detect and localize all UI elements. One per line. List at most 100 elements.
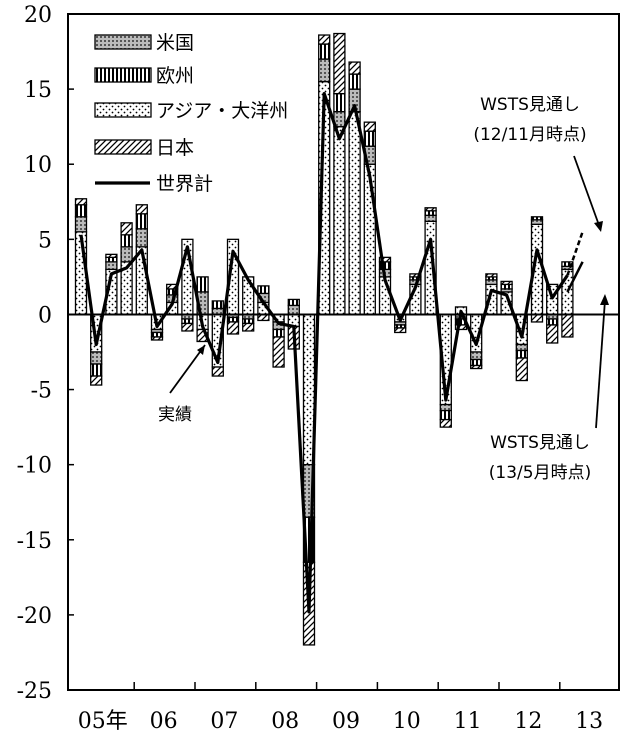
bar-jp-10Q1 xyxy=(378,256,392,263)
bar-eu-08Q3 xyxy=(287,298,300,307)
bar-us-05Q1 xyxy=(74,216,88,233)
bar-us-11Q1 xyxy=(439,403,452,412)
x-axis: 05年 06 07 08 09 10 11 12 13 xyxy=(78,682,603,734)
y-axis: 20 15 10 5 0 -5 -10 -15 -20 -25 xyxy=(17,3,74,704)
annotation-forecast-1-line1: WSTS見通し xyxy=(480,95,580,115)
bar-jp-13Q1 xyxy=(561,313,574,338)
x-tick-label: 07 xyxy=(210,709,238,734)
y-tick-label: -25 xyxy=(17,679,52,704)
legend-swatch-eu xyxy=(94,67,152,83)
x-tick-label: 12 xyxy=(514,709,542,734)
world-line xyxy=(79,92,569,614)
bar-jp-11Q3 xyxy=(470,364,483,370)
bar-eu-05Q4 xyxy=(120,234,133,248)
bar-eu-09Q1 xyxy=(318,43,331,60)
x-tick-label: 10 xyxy=(393,709,421,734)
bar-jp-12Q1 xyxy=(500,280,513,286)
bar-eu-12Q1 xyxy=(500,283,513,290)
bar-us-05Q4 xyxy=(120,246,133,263)
bar-us-08Q3 xyxy=(287,304,300,316)
bar-us-11Q3 xyxy=(470,351,483,361)
bar-jp-10Q2 xyxy=(394,327,407,334)
arrow-forecast-2 xyxy=(595,299,606,429)
bar-eu-05Q2 xyxy=(90,363,103,377)
annotation-forecast-1-line2: (12/11月時点) xyxy=(473,125,586,145)
bar-eu-13Q1 xyxy=(561,261,574,268)
bar-jp-09Q2 xyxy=(333,32,346,95)
bar-eu-12Q2 xyxy=(515,349,528,359)
x-tick-label: 11 xyxy=(454,709,482,734)
bar-jp-09Q3 xyxy=(348,61,361,75)
y-tick-label: 20 xyxy=(24,3,52,28)
forecast-group xyxy=(566,231,584,293)
y-tick-label: -10 xyxy=(17,454,52,479)
bar-jp-05Q4 xyxy=(120,222,133,236)
arrow-forecast-1 xyxy=(573,155,601,229)
bar-eu-09Q3 xyxy=(348,73,361,90)
legend-label-jp: 日本 xyxy=(156,137,194,159)
bar-eu-08Q2 xyxy=(272,328,285,338)
bar-eu-07Q3 xyxy=(226,316,240,323)
bar-ap-09Q2 xyxy=(333,126,346,316)
bar-jp-07Q2 xyxy=(211,366,224,377)
bar-eu-07Q2 xyxy=(211,300,224,310)
x-tick-label: 06 xyxy=(150,709,178,734)
annotation-forecast-2-line2: (13/5月時点) xyxy=(489,463,591,483)
bar-eu-05Q3 xyxy=(105,256,118,263)
bar-us-12Q3 xyxy=(530,219,544,225)
bar-jp-05Q1 xyxy=(74,198,88,206)
bar-jp-07Q4 xyxy=(242,322,255,332)
bar-us-11Q4 xyxy=(485,279,498,286)
bar-eu-10Q4 xyxy=(424,210,437,216)
bar-jp-10Q3 xyxy=(409,273,422,278)
legend-swatch-us xyxy=(94,34,152,50)
bar-us-05Q3 xyxy=(105,261,118,271)
bar-eu-07Q1 xyxy=(196,276,209,293)
bar-jp-12Q2 xyxy=(515,357,528,382)
legend-swatch-ap xyxy=(94,102,152,118)
bar-us-12Q2 xyxy=(515,343,528,352)
bar-eu-11Q1 xyxy=(439,409,452,421)
x-tick-label: 05年 xyxy=(78,709,128,734)
world-line-group xyxy=(79,92,569,614)
arrowhead-actual xyxy=(197,345,205,355)
bar-us-05Q2 xyxy=(90,351,103,365)
y-tick-label: -15 xyxy=(17,529,52,554)
x-tick-label: 09 xyxy=(332,709,360,734)
y-tick-label: 5 xyxy=(38,228,52,253)
x-tick-label: 13 xyxy=(575,709,603,734)
bar-us-06Q1 xyxy=(135,228,148,248)
bar-jp-06Q4 xyxy=(181,322,194,332)
bar-jp-09Q4 xyxy=(363,121,376,132)
bar-eu-12Q3 xyxy=(530,216,544,221)
bar-eu-09Q4 xyxy=(363,130,376,147)
bar-us-10Q4 xyxy=(424,214,437,222)
legend-swatch-jp xyxy=(94,139,152,155)
bar-eu-12Q4 xyxy=(546,318,559,326)
bar-jp-06Q1 xyxy=(135,204,148,215)
bar-jp-07Q3 xyxy=(226,321,240,335)
bar-eu-11Q3 xyxy=(470,358,483,367)
bar-jp-08Q2 xyxy=(272,336,285,368)
bar-us-09Q1 xyxy=(318,58,331,83)
bar-eu-05Q1 xyxy=(74,204,88,218)
y-tick-label: 10 xyxy=(24,153,52,178)
x-tick-label: 08 xyxy=(271,709,299,734)
arrowhead-forecast-2 xyxy=(600,294,609,305)
bar-jp-05Q3 xyxy=(105,253,118,259)
bar-eu-06Q4 xyxy=(181,318,194,325)
bar-jp-11Q1 xyxy=(439,418,452,428)
y-tick-label: 0 xyxy=(38,303,52,328)
bar-eu-06Q2 xyxy=(150,331,164,338)
bar-jp-10Q4 xyxy=(424,207,437,212)
bar-jp-06Q2 xyxy=(150,336,164,341)
bar-jp-05Q2 xyxy=(90,375,103,386)
legend-label-us: 米国 xyxy=(156,32,194,54)
arrow-actual xyxy=(169,344,206,394)
legend-label-ap: アジア・大洋州 xyxy=(156,100,288,122)
bar-jp-11Q4 xyxy=(485,273,498,278)
bar-jp-12Q4 xyxy=(546,324,559,344)
arrowhead-forecast-1 xyxy=(594,221,603,232)
